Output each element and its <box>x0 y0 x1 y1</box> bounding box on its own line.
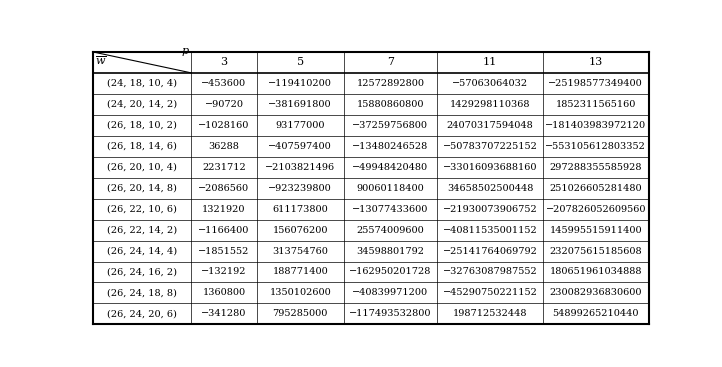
Text: 24070317594048: 24070317594048 <box>447 121 534 130</box>
Text: −40839971200: −40839971200 <box>352 288 429 297</box>
Text: 34658502500448: 34658502500448 <box>447 184 534 193</box>
Text: 2231712: 2231712 <box>202 163 246 172</box>
Text: −119410200: −119410200 <box>269 79 332 88</box>
Text: 145995515911400: 145995515911400 <box>549 226 642 235</box>
Text: 90060118400: 90060118400 <box>357 184 425 193</box>
Text: (26, 24, 14, 4): (26, 24, 14, 4) <box>107 247 178 255</box>
Text: (26, 24, 20, 6): (26, 24, 20, 6) <box>108 309 177 319</box>
Text: 180651961034888: 180651961034888 <box>549 268 642 276</box>
Text: 13: 13 <box>588 57 603 68</box>
Text: −25141764069792: −25141764069792 <box>443 247 537 255</box>
Text: 1360800: 1360800 <box>202 288 245 297</box>
Text: −1166400: −1166400 <box>199 226 250 235</box>
Text: −33016093688160: −33016093688160 <box>443 163 537 172</box>
Text: −13480246528: −13480246528 <box>352 142 429 151</box>
Text: (26, 24, 16, 2): (26, 24, 16, 2) <box>107 268 177 276</box>
Text: 232075615185608: 232075615185608 <box>549 247 642 255</box>
Text: −25198577349400: −25198577349400 <box>549 79 643 88</box>
Text: −923239800: −923239800 <box>269 184 332 193</box>
Text: −50783707225152: −50783707225152 <box>443 142 537 151</box>
Text: 230082936830600: 230082936830600 <box>549 288 642 297</box>
Text: 156076200: 156076200 <box>272 226 328 235</box>
Text: 611173800: 611173800 <box>272 205 328 214</box>
Text: 1350102600: 1350102600 <box>269 288 331 297</box>
Text: 188771400: 188771400 <box>272 268 328 276</box>
Text: (26, 22, 10, 6): (26, 22, 10, 6) <box>108 205 177 214</box>
Text: (24, 20, 14, 2): (24, 20, 14, 2) <box>107 100 178 109</box>
Text: 1429298110368: 1429298110368 <box>450 100 530 109</box>
Text: −181403983972120: −181403983972120 <box>545 121 646 130</box>
Text: −453600: −453600 <box>201 79 247 88</box>
Text: 795285000: 795285000 <box>273 309 328 319</box>
Text: (26, 18, 10, 2): (26, 18, 10, 2) <box>108 121 177 130</box>
Text: (26, 20, 10, 4): (26, 20, 10, 4) <box>108 163 177 172</box>
Text: p: p <box>182 46 189 56</box>
Text: −2103821496: −2103821496 <box>265 163 335 172</box>
Text: 12572892800: 12572892800 <box>357 79 425 88</box>
Text: (24, 18, 10, 4): (24, 18, 10, 4) <box>107 79 177 88</box>
Text: 1852311565160: 1852311565160 <box>556 100 636 109</box>
Text: −381691800: −381691800 <box>269 100 332 109</box>
Text: (26, 22, 14, 2): (26, 22, 14, 2) <box>107 226 178 235</box>
Text: −90720: −90720 <box>204 100 243 109</box>
Text: (26, 18, 14, 6): (26, 18, 14, 6) <box>108 142 177 151</box>
Text: 25574009600: 25574009600 <box>357 226 425 235</box>
Text: 54899265210440: 54899265210440 <box>552 309 639 319</box>
Text: (26, 20, 14, 8): (26, 20, 14, 8) <box>108 184 177 193</box>
Text: −117493532800: −117493532800 <box>349 309 432 319</box>
Text: −407597400: −407597400 <box>269 142 332 151</box>
Text: −49948420480: −49948420480 <box>352 163 429 172</box>
Text: 198712532448: 198712532448 <box>453 309 527 319</box>
Text: 7: 7 <box>387 57 394 68</box>
Text: (26, 24, 18, 8): (26, 24, 18, 8) <box>108 288 177 297</box>
Text: 11: 11 <box>483 57 497 68</box>
Text: 15880860800: 15880860800 <box>357 100 425 109</box>
Text: −37259756800: −37259756800 <box>352 121 428 130</box>
Text: 36288: 36288 <box>209 142 240 151</box>
Text: −13077433600: −13077433600 <box>352 205 429 214</box>
Text: 297288355585928: 297288355585928 <box>549 163 642 172</box>
Text: −45290750221152: −45290750221152 <box>443 288 537 297</box>
Text: 93177000: 93177000 <box>276 121 325 130</box>
Text: 251026605281480: 251026605281480 <box>549 184 642 193</box>
Text: $\overline{w}$: $\overline{w}$ <box>95 55 107 67</box>
Text: −132192: −132192 <box>201 268 247 276</box>
Text: 34598801792: 34598801792 <box>357 247 425 255</box>
Text: −21930073906752: −21930073906752 <box>443 205 537 214</box>
Text: −207826052609560: −207826052609560 <box>546 205 646 214</box>
Text: −1851552: −1851552 <box>199 247 250 255</box>
Text: 3: 3 <box>220 57 227 68</box>
Text: −1028160: −1028160 <box>199 121 250 130</box>
Text: −2086560: −2086560 <box>199 184 250 193</box>
Text: −162950201728: −162950201728 <box>349 268 432 276</box>
Text: −341280: −341280 <box>201 309 247 319</box>
Text: 313754760: 313754760 <box>272 247 329 255</box>
Text: −57063064032: −57063064032 <box>452 79 528 88</box>
Text: −40811535001152: −40811535001152 <box>443 226 537 235</box>
Text: 1321920: 1321920 <box>202 205 245 214</box>
Text: 5: 5 <box>297 57 304 68</box>
Text: −32763087987552: −32763087987552 <box>443 268 537 276</box>
Text: −553105612803352: −553105612803352 <box>545 142 646 151</box>
